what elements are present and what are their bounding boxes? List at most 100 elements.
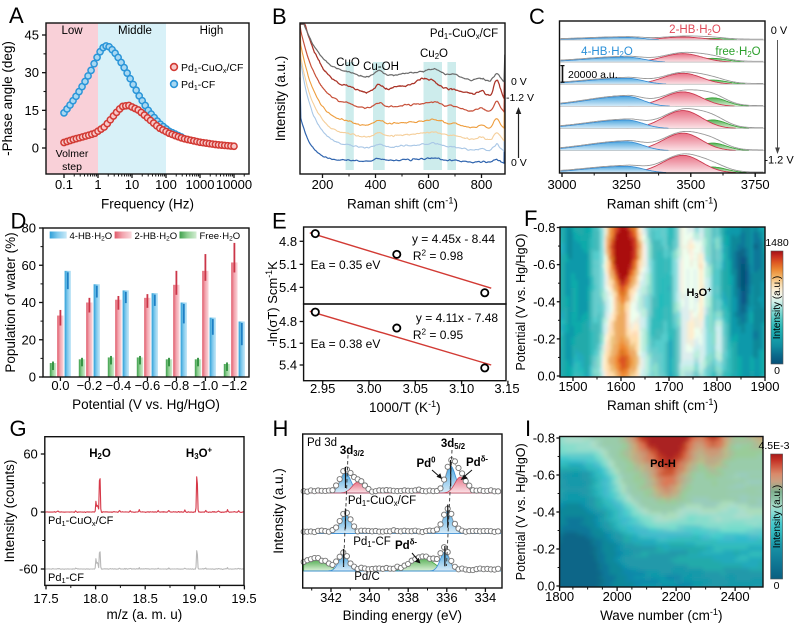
svg-text:334: 334 — [475, 590, 497, 605]
svg-text:Volmer: Volmer — [56, 148, 89, 160]
svg-text:600: 600 — [418, 177, 440, 192]
svg-text:0: 0 — [29, 370, 36, 385]
svg-text:200: 200 — [312, 177, 334, 192]
svg-text:-0.8: -0.8 — [533, 220, 555, 235]
svg-text:1600: 1600 — [607, 379, 636, 394]
svg-text:y = 4.45x - 8.44: y = 4.45x - 8.44 — [412, 232, 495, 246]
svg-text:Low: Low — [61, 25, 83, 37]
svg-text:0: 0 — [31, 505, 38, 520]
svg-text:5.4: 5.4 — [279, 280, 297, 295]
svg-text:Pd1​-CuOx​/CF: Pd1​-CuOx​/CF — [181, 62, 243, 75]
svg-text:Intensity (a.u.): Intensity (a.u.) — [273, 56, 288, 142]
svg-text:E: E — [272, 209, 287, 234]
svg-text:-ln(σT) Scm-1​K: -ln(σT) Scm-1​K — [264, 261, 280, 347]
svg-text:−0.6: −0.6 — [135, 378, 161, 393]
svg-text:5.1: 5.1 — [279, 257, 297, 272]
svg-text:Potential (V vs. Hg/HgO): Potential (V vs. Hg/HgO) — [514, 443, 528, 580]
svg-text:3500: 3500 — [676, 177, 705, 192]
svg-text:0: 0 — [774, 365, 780, 377]
svg-text:-0.2: -0.2 — [533, 331, 555, 346]
svg-text:B: B — [272, 4, 287, 29]
svg-text:H3​O+​: H3​O+​ — [186, 446, 213, 462]
svg-text:Ea = 0.35 eV: Ea = 0.35 eV — [311, 258, 381, 272]
svg-text:0: 0 — [32, 141, 39, 156]
svg-text:A: A — [9, 3, 24, 28]
svg-text:1500: 1500 — [559, 379, 588, 394]
svg-text:0 V: 0 V — [771, 25, 788, 37]
svg-text:3.00: 3.00 — [356, 381, 381, 396]
svg-text:5.4: 5.4 — [279, 358, 297, 373]
svg-text:2400: 2400 — [721, 589, 750, 604]
svg-text:0 V: 0 V — [511, 76, 527, 88]
svg-text:2.95: 2.95 — [310, 381, 335, 396]
svg-text:Intensity (counts): Intensity (counts) — [2, 460, 17, 563]
svg-text:20: 20 — [22, 332, 36, 347]
svg-text:R2​ = 0.95: R2​ = 0.95 — [413, 327, 464, 342]
svg-text:1: 1 — [94, 177, 101, 192]
svg-text:20000 a.u.: 20000 a.u. — [568, 69, 618, 81]
svg-text:336: 336 — [436, 590, 458, 605]
svg-text:Ea = 0.38 eV: Ea = 0.38 eV — [311, 337, 381, 351]
svg-text:−0.4: −0.4 — [106, 378, 132, 393]
svg-text:Pd1​-CuOx​/CF: Pd1​-CuOx​/CF — [48, 515, 114, 528]
svg-text:100: 100 — [155, 177, 177, 192]
svg-text:3750: 3750 — [741, 177, 770, 192]
svg-text:−1.2: −1.2 — [222, 378, 248, 393]
svg-text:H: H — [273, 416, 289, 441]
svg-text:-0.6: -0.6 — [533, 468, 555, 483]
svg-text:Pd/C: Pd/C — [354, 571, 380, 583]
svg-text:Potential (V vs. Hg/HgO): Potential (V vs. Hg/HgO) — [72, 397, 220, 412]
svg-text:0.0: 0.0 — [537, 369, 555, 384]
svg-text:Population of water (%): Population of water (%) — [3, 232, 18, 372]
svg-text:0.0: 0.0 — [51, 378, 69, 393]
svg-text:H2​O: H2​O — [89, 448, 111, 461]
svg-text:3.15: 3.15 — [494, 381, 519, 396]
svg-text:10: 10 — [125, 177, 139, 192]
svg-text:18.5: 18.5 — [133, 591, 158, 606]
svg-text:m/z (a. m. u): m/z (a. m. u) — [107, 607, 183, 622]
svg-text:-0.6: -0.6 — [533, 257, 555, 272]
svg-text:Frequency (Hz): Frequency (Hz) — [101, 197, 194, 212]
svg-text:H3​O+​: H3​O+​ — [686, 285, 712, 300]
svg-text:Intensity (a.u.): Intensity (a.u.) — [271, 468, 286, 554]
svg-text:G: G — [10, 416, 27, 441]
svg-text:18.0: 18.0 — [83, 591, 108, 606]
svg-text:Pd1​-CF: Pd1​-CF — [353, 536, 391, 549]
svg-text:342: 342 — [320, 590, 342, 605]
svg-text:Pd1​-CF: Pd1​-CF — [181, 79, 215, 92]
svg-text:Intensity (a.u.): Intensity (a.u.) — [772, 276, 783, 339]
svg-text:Middle: Middle — [118, 25, 152, 37]
svg-text:0.1: 0.1 — [55, 177, 73, 192]
svg-text:3d3/2​: 3d3/2​ — [340, 445, 365, 458]
svg-text:3.05: 3.05 — [403, 381, 428, 396]
svg-text:1000/T (K-1​): 1000/T (K-1​) — [369, 399, 441, 415]
svg-text:4-HB·H2​O: 4-HB·H2​O — [70, 231, 113, 243]
svg-text:3250: 3250 — [612, 177, 641, 192]
svg-text:Pd1​-CF: Pd1​-CF — [48, 572, 84, 585]
svg-text:800: 800 — [471, 177, 493, 192]
svg-text:60: 60 — [22, 258, 36, 273]
svg-text:15: 15 — [25, 103, 39, 118]
svg-text:Wave number (cm-1​): Wave number (cm-1​) — [600, 607, 722, 623]
svg-text:Cu2​O: Cu2​O — [420, 48, 448, 61]
svg-text:2-HB·H2​O: 2-HB·H2​O — [135, 231, 178, 243]
svg-text:19.0: 19.0 — [182, 591, 207, 606]
svg-text:F: F — [524, 206, 537, 231]
svg-text:1700: 1700 — [655, 379, 684, 394]
svg-text:Intensity (a.u.): Intensity (a.u.) — [772, 485, 783, 548]
svg-text:5.1: 5.1 — [279, 336, 297, 351]
svg-text:Potential (V vs. Hg/HgO): Potential (V vs. Hg/HgO) — [514, 234, 528, 371]
svg-text:-60: -60 — [19, 562, 38, 577]
svg-text:-1.2 V: -1.2 V — [506, 92, 534, 104]
svg-text:80: 80 — [22, 221, 36, 236]
svg-text:1900: 1900 — [751, 379, 780, 394]
svg-text:free·H2​O: free·H2​O — [715, 46, 760, 59]
svg-text:-Phase angle (deg): -Phase angle (deg) — [0, 41, 15, 156]
svg-text:4-HB·H2​O: 4-HB·H2​O — [581, 46, 633, 59]
svg-text:−1.0: −1.0 — [193, 378, 219, 393]
svg-text:45: 45 — [25, 28, 39, 43]
svg-text:3d5/2​: 3d5/2​ — [441, 438, 466, 451]
svg-text:19.5: 19.5 — [231, 591, 256, 606]
svg-text:Pd1​-CuOx​/CF: Pd1​-CuOx​/CF — [348, 495, 416, 508]
svg-text:30: 30 — [25, 65, 39, 80]
